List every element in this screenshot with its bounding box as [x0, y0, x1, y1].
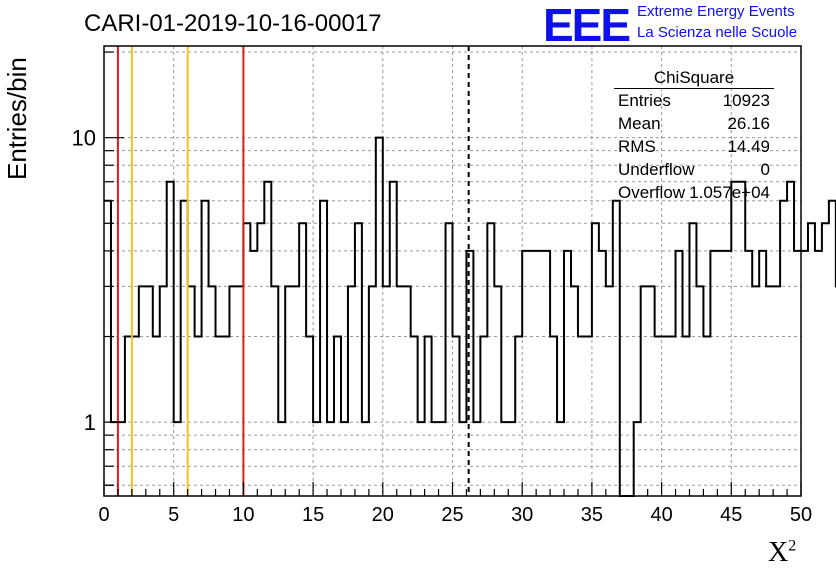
stat-row-overflow: Overflow 1.057e+04	[610, 181, 778, 204]
stat-row-entries: Entries 10923	[610, 89, 778, 112]
stat-label: Underflow	[618, 160, 695, 179]
stat-value: 1.057e+04	[689, 183, 770, 202]
stats-title: ChiSquare	[614, 68, 774, 89]
x-axis-label: X2	[768, 537, 796, 569]
stat-value: 10923	[722, 91, 770, 110]
stat-label: Overflow	[618, 183, 686, 202]
logo-line-1: Extreme Energy Events	[637, 3, 795, 20]
x-axis-label-superscript: 2	[788, 537, 797, 555]
stat-row-underflow: Underflow 0	[610, 158, 778, 181]
y-tick-label: 10	[72, 126, 96, 151]
x-tick-label: 0	[98, 504, 109, 526]
stats-box: ChiSquare Entries 10923 Mean 26.16 RMS 1…	[610, 68, 778, 204]
x-tick-label: 15	[302, 504, 324, 526]
x-tick-label: 50	[790, 504, 812, 526]
x-tick-label: 45	[720, 504, 742, 526]
stat-value: 0	[760, 160, 770, 179]
x-tick-label: 5	[168, 504, 179, 526]
x-tick-label: 30	[511, 504, 533, 526]
stat-label: Entries	[618, 91, 671, 110]
histogram-series-line	[104, 136, 836, 497]
x-tick-label: 25	[441, 504, 463, 526]
stat-label: Mean	[618, 114, 661, 133]
y-tick-label: 1	[84, 410, 96, 435]
stat-row-mean: Mean 26.16	[610, 112, 778, 135]
stat-value: 14.49	[727, 137, 770, 156]
x-tick-label: 20	[372, 504, 394, 526]
x-tick-label: 40	[650, 504, 672, 526]
x-tick-label: 35	[581, 504, 603, 526]
x-tick-label: 10	[232, 504, 254, 526]
stat-label: RMS	[618, 137, 656, 156]
logo-line-2: La Scienza nelle Scuole	[637, 24, 798, 41]
stat-value: 26.16	[727, 114, 770, 133]
run-title: CARI-01-2019-10-16-00017	[84, 10, 382, 37]
eee-logo: EEE	[543, 0, 631, 51]
x-axis-label-text: X	[768, 537, 789, 568]
y-axis-label: Entries/bin	[2, 57, 32, 180]
stat-row-rms: RMS 14.49	[610, 135, 778, 158]
